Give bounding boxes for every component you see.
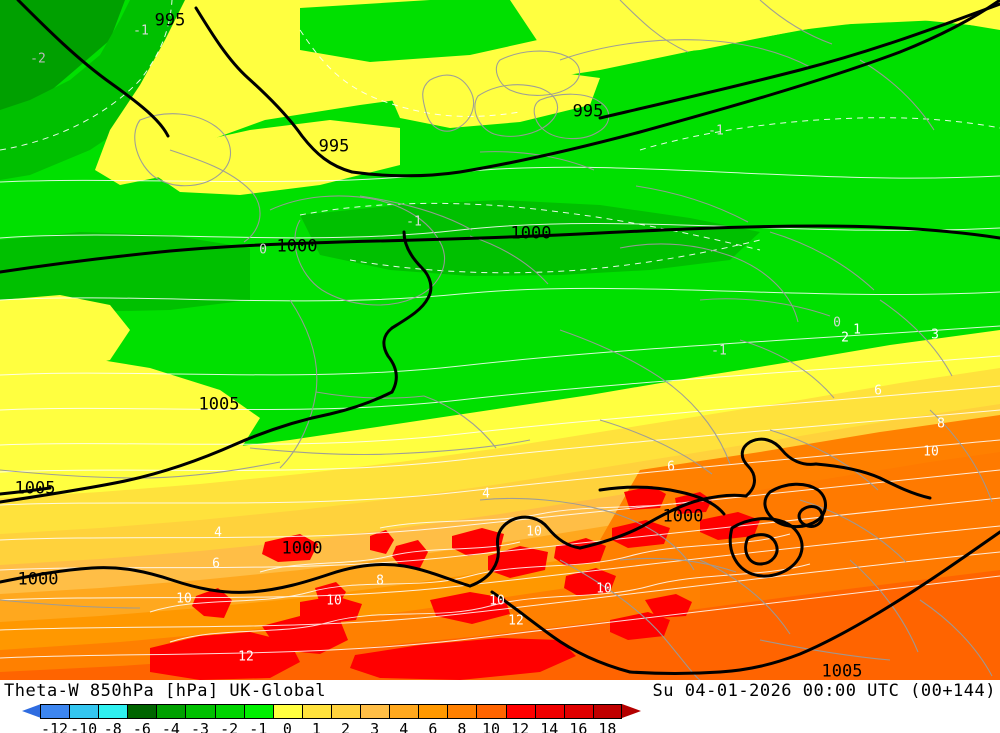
- legend-tick-6: 6: [428, 720, 438, 733]
- legend-swatch-16[interactable]: [563, 704, 593, 719]
- map-canvas: [0, 0, 1000, 680]
- legend-tick-4: 4: [399, 720, 409, 733]
- legend-tick--8: -8: [103, 720, 122, 733]
- legend-tick--6: -6: [132, 720, 151, 733]
- legend-swatch--2[interactable]: [214, 704, 244, 719]
- legend-swatch-4[interactable]: [389, 704, 419, 719]
- legend-underflow-arrow-icon: [22, 704, 41, 718]
- legend-swatch-3[interactable]: [360, 704, 390, 719]
- caption-row: Theta-W 850hPa [hPa] UK-Global Su 04-01-…: [0, 680, 1000, 702]
- legend-tick--10: -10: [70, 720, 98, 733]
- theta-w-dashed-contours: [0, 0, 1000, 274]
- legend-tick-10: 10: [482, 720, 501, 733]
- map-footer: Theta-W 850hPa [hPa] UK-Global Su 04-01-…: [0, 680, 1000, 733]
- forecast-map[interactable]: -2 -1 -1 -1 -1 0 0 1 2 3 4 4 6 6 6 8 8 1…: [0, 0, 1000, 680]
- legend-tick-14: 14: [540, 720, 559, 733]
- legend-overflow-arrow-icon: [622, 704, 641, 718]
- legend-swatch-2[interactable]: [330, 704, 361, 719]
- legend-tick--4: -4: [161, 720, 180, 733]
- legend-tick-16: 16: [569, 720, 588, 733]
- legend-tick-12: 12: [511, 720, 530, 733]
- legend-tick--1: -1: [249, 720, 268, 733]
- valid-datetime: Su 04-01-2026 00:00 UTC (00+144): [652, 681, 996, 701]
- legend-swatch-10[interactable]: [476, 704, 506, 719]
- legend-swatch--10[interactable]: [69, 704, 99, 719]
- legend-swatch-18[interactable]: [592, 704, 622, 719]
- field-title: Theta-W 850hPa [hPa] UK-Global: [4, 681, 327, 701]
- legend-swatch--3[interactable]: [185, 704, 215, 719]
- country-borders: [0, 0, 993, 680]
- legend-tick-1: 1: [311, 720, 321, 733]
- legend-tick--3: -3: [191, 720, 210, 733]
- legend-swatch--1[interactable]: [243, 704, 273, 719]
- legend-swatch-6[interactable]: [418, 704, 448, 719]
- theta-w-fill-bands: [0, 0, 1000, 680]
- legend-tick-0: 0: [282, 720, 292, 733]
- color-scale-legend[interactable]: -12 -10 -8 -6 -4 -3 -2 -1 0 1 2 3 4 6 8 10 12 14 16 18: [0, 704, 1000, 733]
- legend-swatch-14[interactable]: [534, 704, 564, 719]
- legend-swatch--8[interactable]: [98, 704, 128, 719]
- legend-swatch-12[interactable]: [505, 704, 535, 719]
- legend-swatch--6[interactable]: [127, 704, 157, 719]
- legend-swatch--4[interactable]: [156, 704, 186, 719]
- legend-swatch-0[interactable]: [272, 704, 302, 719]
- legend-swatch-bar[interactable]: [40, 704, 622, 719]
- legend-swatch-1[interactable]: [301, 704, 331, 719]
- legend-tick-18: 18: [598, 720, 617, 733]
- legend-tick-3: 3: [370, 720, 380, 733]
- legend-tick-8: 8: [457, 720, 467, 733]
- legend-tick--2: -2: [220, 720, 239, 733]
- legend-swatch--12[interactable]: [40, 704, 70, 719]
- mslp-isobars: [0, 0, 1000, 675]
- legend-swatch-8[interactable]: [447, 704, 477, 719]
- legend-tick--12: -12: [41, 720, 69, 733]
- legend-tick-labels: -12 -10 -8 -6 -4 -3 -2 -1 0 1 2 3 4 6 8 10 12 14 16 18: [0, 720, 1000, 733]
- legend-tick-2: 2: [341, 720, 351, 733]
